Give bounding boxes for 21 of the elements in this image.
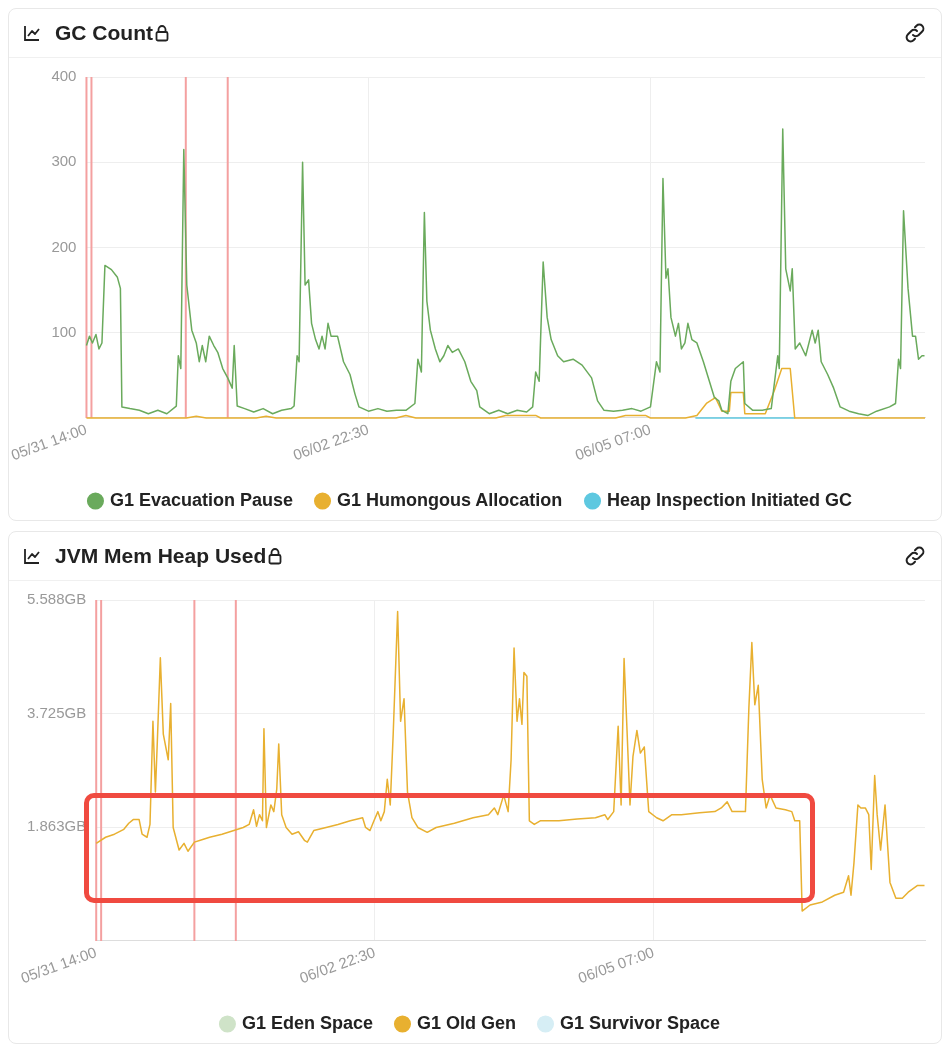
x-tick-label: 05/31 14:00 <box>8 420 89 464</box>
y-tick-label: 400 <box>51 67 77 85</box>
x-tick-label: 06/05 07:00 <box>572 420 653 464</box>
chart-title: JVM Mem Heap Used <box>55 544 267 568</box>
y-tick-label: 5.588GB <box>26 590 87 608</box>
x-tick-label: 06/02 22:30 <box>290 420 371 464</box>
y-tick-label: 1.863GB <box>26 817 87 835</box>
legend-label: G1 Survivor Space <box>560 1012 721 1033</box>
chart-title: GC Count <box>55 21 153 45</box>
y-tick-label: 3.725GB <box>26 703 87 721</box>
legend-label: G1 Old Gen <box>416 1012 517 1033</box>
legend-label: G1 Evacuation Pause <box>109 489 294 510</box>
legend-label: Heap Inspection Initiated GC <box>607 489 853 510</box>
y-tick-label: 300 <box>51 152 77 170</box>
x-tick-label: 06/02 22:30 <box>297 943 378 987</box>
legend-label: G1 Eden Space <box>241 1012 373 1033</box>
x-tick-label: 06/05 07:00 <box>575 943 657 987</box>
y-tick-label: 200 <box>51 237 77 255</box>
x-tick-label: 05/31 14:00 <box>18 943 99 987</box>
legend-label: G1 Humongous Allocation <box>337 489 563 510</box>
y-tick-label: 100 <box>51 322 77 340</box>
